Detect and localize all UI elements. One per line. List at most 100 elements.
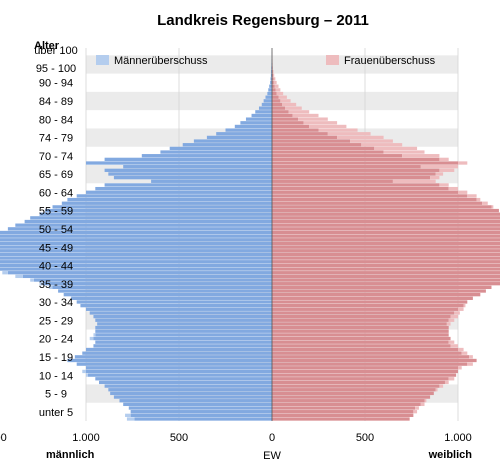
bar-male [33,278,272,282]
bar-male [24,219,273,224]
bar-male [86,307,272,311]
bar-female [272,307,458,311]
bar-female-surplus [448,340,455,344]
bar-male [52,205,272,209]
bar-male [61,201,272,205]
bar-male [87,373,272,377]
bar-male [93,344,272,348]
bar-male [67,358,273,363]
bar-female [272,95,279,99]
bar-female-surplus [439,384,444,388]
bar-female [272,205,492,209]
bar-female [272,135,338,140]
legend-label: Frauenüberschuss [344,55,436,67]
bar-male [263,99,272,103]
age-tick-label: 80 - 84 [39,114,73,126]
age-tick-label: 5 - 9 [45,389,67,401]
age-tick-label: 50 - 54 [39,224,73,236]
bar-female [272,252,500,257]
bar-male [245,117,272,121]
bar-male [258,106,272,110]
bar-male [0,256,273,260]
bar-female [272,234,500,238]
bar-female-surplus [402,154,440,158]
bar-male-surplus [15,274,23,279]
age-tick-label: 35 - 39 [39,279,73,291]
bar-female-surplus [439,168,455,172]
bar-male [76,362,272,366]
bar-female [272,362,468,366]
bar-female [272,402,421,407]
bar-male [268,88,272,92]
bar-female [272,260,500,264]
bar-female [272,223,500,227]
bar-male [7,227,272,231]
bar-male [0,249,273,253]
bar-female [272,102,283,107]
bar-female [272,113,293,118]
bar-female [272,296,473,300]
bar-female [272,380,445,385]
bar-female [272,212,500,216]
age-tick-label: 70 - 74 [39,151,73,163]
bar-female [272,241,500,246]
bar-male [255,110,272,114]
bar-male [104,384,272,388]
bar-male [251,113,272,118]
x-axis-title: EW [263,450,281,462]
bar-female [272,110,289,114]
bar-male [86,366,272,370]
age-tick-label: 95 - 100 [36,63,76,75]
bar-male [110,391,273,396]
bar-female [272,183,440,187]
bar-male [89,311,272,315]
bar-female [272,121,304,125]
age-tick-label: 65 - 69 [39,169,73,181]
bar-female [272,77,274,81]
age-tick-label: 40 - 44 [39,261,73,273]
bar-female [272,194,468,198]
bar-male [45,208,272,213]
age-tick-label: 90 - 94 [39,78,73,90]
age-tick-label: 25 - 29 [39,315,73,327]
age-tick-label: 60 - 64 [39,187,73,199]
bar-female [272,282,500,286]
left-axis-label: männlich [46,449,95,461]
bar-female [272,263,500,268]
bar-female-surplus [274,84,279,88]
bar-female-surplus [435,172,444,176]
x-tick-label: 0 [269,432,275,444]
bar-female-surplus [458,366,462,370]
bar-male [0,245,273,249]
bar-male-surplus [93,333,96,337]
bar-female [272,161,458,165]
bar-male [82,351,272,355]
bar-female-surplus [461,351,468,355]
bar-male-surplus [82,369,86,374]
bar-female [272,88,276,92]
x-tick-label: 500 [170,432,188,444]
bar-female [272,410,414,414]
bar-male [193,139,272,143]
bar-male-surplus [125,413,131,417]
bars-surplus [2,55,494,421]
bar-female-surplus [482,201,488,205]
bar-male [271,69,272,74]
bar-female [272,146,375,151]
age-tick-label: 74 - 79 [39,133,73,145]
bar-female [272,216,500,220]
bar-female-surplus [278,95,287,99]
bar-female [272,373,457,377]
bar-male [130,410,272,414]
bar-female-surplus [374,146,418,151]
bar-female [272,399,425,403]
x-tick-label: 1.000 [444,432,472,444]
bar-female [272,413,414,417]
bar-female [272,344,451,348]
age-tick-label: 55 - 59 [39,206,73,218]
bar-female [272,227,500,231]
chart-title: Landkreis Regensburg – 2011 [157,12,369,29]
bar-male [0,260,272,264]
bar-female-surplus [439,157,449,162]
